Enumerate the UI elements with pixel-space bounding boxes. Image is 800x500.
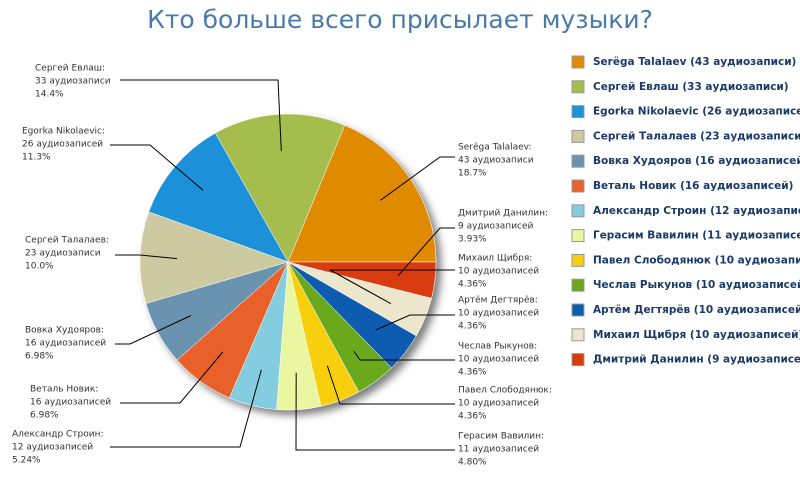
chart-title: Кто больше всего присылает музыки? (147, 5, 653, 34)
callout-percent: 10.0% (25, 262, 54, 272)
legend-label: Артём Дегтярёв (10 аудиозаписей) (593, 304, 800, 316)
callout-name: Веталь Новик: (30, 385, 98, 395)
callout-count: 12 аудиозаписей (12, 443, 93, 453)
leader-line (380, 156, 455, 201)
legend-swatch (571, 129, 585, 143)
callout-count: 10 аудиозаписей (458, 267, 539, 277)
callout-percent: 4.36% (458, 322, 487, 332)
legend-swatch (571, 80, 585, 94)
legend-label: Вовка Худояров (16 аудиозаписей) (593, 155, 800, 167)
leader-line (397, 227, 455, 277)
callout-name: Герасим Вавилин: (458, 432, 544, 442)
callout-count: 26 аудиозаписей (22, 140, 103, 150)
callout-percent: 14.4% (35, 90, 64, 100)
legend-swatch (571, 154, 585, 168)
legend-label: Герасим Вавилин (11 аудиозаписей) (593, 230, 800, 242)
leader-line (295, 372, 455, 451)
callout-count: 11 аудиозаписей (458, 445, 539, 455)
legend-swatch (571, 278, 585, 292)
leader-line (326, 365, 455, 405)
callout-count: 9 аудиозаписей (458, 222, 534, 232)
pie-slice (287, 261, 437, 299)
leader-line (115, 315, 192, 345)
callout-name: Михаил Щибря: (458, 254, 532, 264)
callout-percent: 11.3% (22, 153, 51, 163)
legend-label: Чеслав Рыкунов (10 аудиозаписей) (593, 279, 800, 291)
callout-name: Павел Слободянюк: (458, 386, 552, 396)
callout-name: Артём Дегтярёв: (458, 296, 538, 306)
callout-name: Александр Строин: (12, 430, 104, 440)
leader-line (120, 79, 282, 152)
legend-swatch (571, 303, 585, 317)
legend-swatch (571, 229, 585, 243)
callout-percent: 4.36% (458, 280, 487, 290)
legend-swatch (571, 328, 585, 342)
callout-name: Вовка Худояров: (25, 326, 104, 336)
callout-name: Egorka Nikolaevic: (22, 127, 105, 137)
leader-line (120, 351, 224, 404)
callout-percent: 4.36% (458, 412, 487, 422)
callout-name: Дмитрий Данилин: (458, 209, 548, 219)
callout-percent: 3.93% (458, 235, 487, 245)
legend-swatch (571, 179, 585, 193)
legend-label: Сергей Евлаш (33 аудиозаписи) (593, 81, 789, 93)
callout-percent: 18.7% (458, 169, 487, 179)
legend-swatch (571, 105, 585, 119)
legend-label: Павел Слободянюк (10 аудиозаписей) (593, 254, 800, 266)
callout-count: 10 аудиозаписей (458, 309, 539, 319)
callout-count: 33 аудиозаписи (35, 77, 111, 87)
legend-label: Egorka Nikolaevic (26 аудиозаписей) (593, 106, 800, 118)
callout-percent: 4.36% (458, 368, 487, 378)
legend-label: Михаил Щибря (10 аудиозаписей) (593, 329, 800, 341)
legend-label: Дмитрий Данилин (9 аудиозаписей) (593, 354, 800, 366)
callout-count: 16 аудиозаписей (30, 398, 111, 408)
legend-label: Александр Строин (12 аудиозаписей) (593, 205, 800, 217)
leader-line (110, 144, 204, 191)
callout-name: Сергей Талалаев: (25, 236, 109, 246)
callout-percent: 6.98% (30, 411, 59, 421)
leader-line (375, 314, 455, 331)
legend-swatch (571, 353, 585, 367)
legend-label: Serёga Talalaev (43 аудиозаписи) (593, 56, 796, 68)
leader-line (329, 269, 455, 305)
callout-count: 10 аудиозаписей (458, 399, 539, 409)
callout-count: 43 аудиозаписи (458, 156, 534, 166)
pie (139, 113, 437, 411)
leader-line (110, 369, 262, 448)
callout-percent: 4.80% (458, 458, 487, 468)
legend-swatch (571, 253, 585, 267)
pie-slice (139, 211, 289, 304)
legend-label: Сергей Талалаев (23 аудиозаписи) (593, 130, 800, 142)
callout-name: Чеслав Рыкунов: (458, 342, 537, 352)
callout-name: Serёga Talalaev: (458, 143, 532, 153)
callout-percent: 5.24% (12, 456, 41, 466)
legend-swatch (571, 55, 585, 69)
callout-count: 23 аудиозаписи (25, 249, 101, 259)
callout-name: Сергей Евлаш: (35, 64, 105, 74)
callout-percent: 6.98% (25, 352, 54, 362)
leader-line (353, 350, 455, 361)
legend-swatch (571, 204, 585, 218)
pie-slice (287, 124, 437, 263)
leader-line (115, 254, 178, 260)
callout-count: 10 аудиозаписей (458, 355, 539, 365)
callout-count: 16 аудиозаписей (25, 339, 106, 349)
legend-label: Веталь Новик (16 аудиозаписей) (593, 180, 793, 192)
pie-slice (214, 113, 346, 263)
